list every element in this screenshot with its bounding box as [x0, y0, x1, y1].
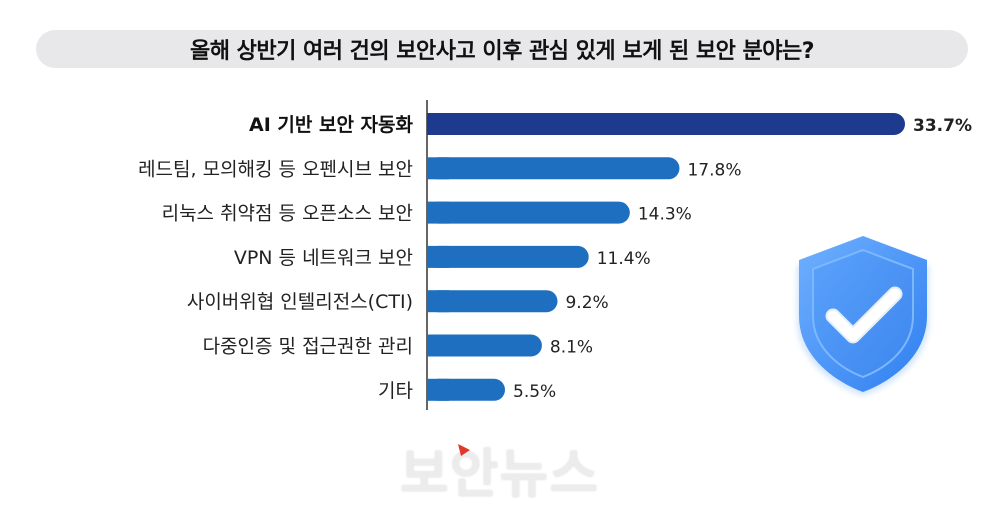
- category-label: 다중인증 및 접근권한 관리: [203, 336, 413, 358]
- bar: [427, 113, 905, 135]
- shield-check-icon: [785, 228, 941, 400]
- value-label: 14.3%: [638, 205, 692, 225]
- bar: [427, 290, 558, 313]
- category-label: 기타: [378, 380, 413, 402]
- value-label: 9.2%: [565, 293, 608, 313]
- bar-base: [427, 378, 449, 401]
- chart-title-bar: 올해 상반기 여러 건의 보안사고 이후 관심 있게 보게 된 보안 분야는?: [36, 30, 968, 68]
- bar: [427, 334, 542, 357]
- chart-title: 올해 상반기 여러 건의 보안사고 이후 관심 있게 보게 된 보안 분야는?: [190, 39, 815, 64]
- category-label: 리눅스 취약점 등 오픈소스 보안: [162, 203, 413, 225]
- value-label: 8.1%: [550, 338, 593, 358]
- value-label: 11.4%: [597, 249, 651, 269]
- bar: [427, 245, 589, 268]
- bar-base: [427, 113, 449, 135]
- value-label: 33.7%: [913, 116, 972, 136]
- bar-base: [427, 245, 449, 268]
- value-label: 17.8%: [687, 160, 741, 180]
- bar: [427, 157, 680, 180]
- category-label: AI 기반 보안 자동화: [249, 114, 413, 136]
- watermark-accent-mark: [458, 444, 470, 456]
- value-label: 5.5%: [513, 382, 556, 402]
- bar: [427, 201, 630, 224]
- category-label: VPN 등 네트워크 보안: [234, 247, 413, 269]
- bar-base: [427, 157, 449, 180]
- category-label: 레드팀, 모의해킹 등 오펜시브 보안: [138, 158, 413, 180]
- category-label: 사이버위협 인텔리전스(CTI): [187, 291, 413, 313]
- watermark-text: 보안뉴스: [400, 445, 600, 505]
- bar-base: [427, 334, 449, 357]
- bar-base: [427, 290, 449, 313]
- watermark-logo: 보안뉴스: [380, 440, 620, 510]
- bar-base: [427, 201, 449, 224]
